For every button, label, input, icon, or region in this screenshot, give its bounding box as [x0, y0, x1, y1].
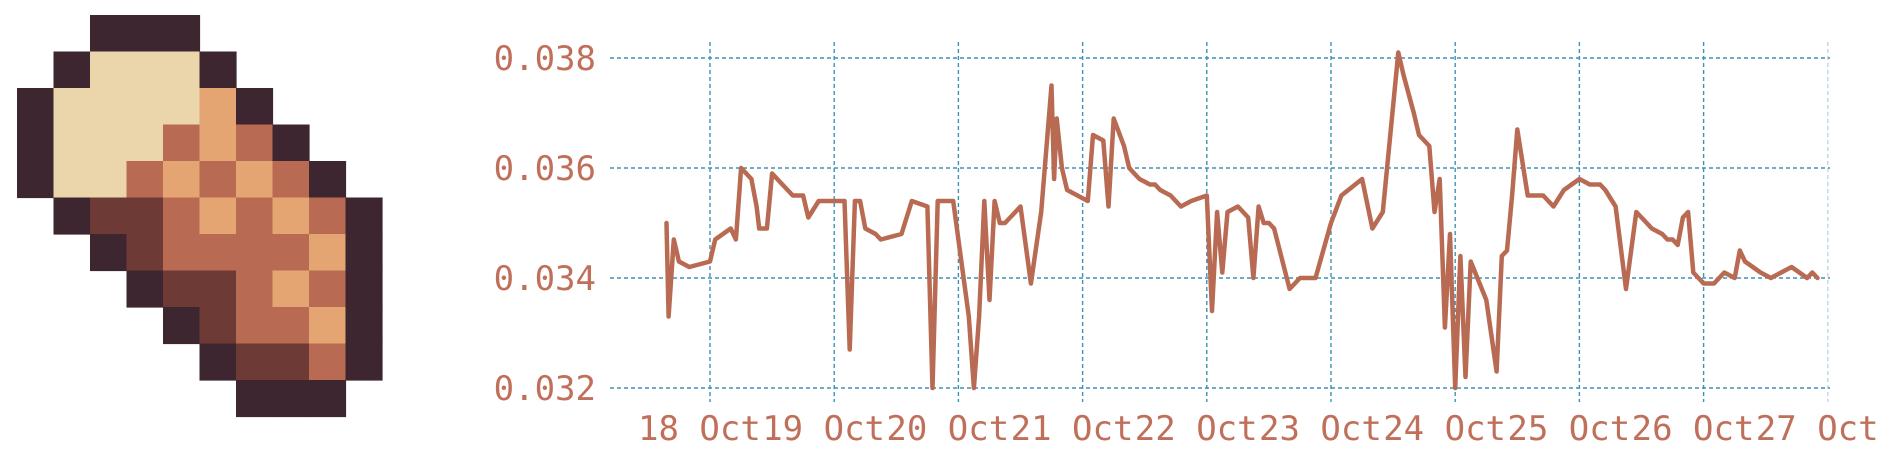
- icon-pixel: [126, 197, 164, 235]
- icon-pixel: [345, 197, 383, 235]
- icon-pixel: [309, 307, 347, 345]
- icon-pixel: [53, 197, 91, 235]
- icon-pixel: [272, 380, 310, 418]
- icon-pixel: [236, 88, 274, 126]
- icon-pixel: [199, 161, 237, 199]
- icon-pixel: [163, 51, 201, 89]
- y-tick-label: 0.036: [494, 149, 596, 189]
- icon-pixel: [90, 197, 128, 235]
- icon-pixel: [199, 197, 237, 235]
- icon-pixel: [53, 124, 91, 162]
- icon-pixel: [199, 270, 237, 308]
- x-tick-label: 24 Oct: [1383, 409, 1506, 449]
- x-tick-label: 26 Oct: [1632, 409, 1755, 449]
- icon-pixel: [90, 15, 128, 53]
- icon-pixel: [163, 161, 201, 199]
- icon-pixel: [126, 270, 164, 308]
- icon-pixel: [199, 51, 237, 89]
- icon-pixel: [163, 234, 201, 272]
- icon-pixel: [126, 124, 164, 162]
- icon-pixel: [236, 343, 274, 381]
- x-tick-label: 23 Oct: [1259, 409, 1382, 449]
- icon-pixel: [309, 343, 347, 381]
- icon-pixel: [126, 88, 164, 126]
- icon-pixel: [90, 124, 128, 162]
- icon-pixel: [90, 161, 128, 199]
- x-tick-label: 19 Oct: [762, 409, 885, 449]
- icon-pixel: [163, 307, 201, 345]
- icon-pixel: [345, 307, 383, 345]
- icon-pixel: [163, 88, 201, 126]
- x-tick-label: 18 Oct: [638, 409, 761, 449]
- icon-pixel: [345, 234, 383, 272]
- icon-pixel: [236, 124, 274, 162]
- icon-pixel: [199, 307, 237, 345]
- icon-pixel: [90, 51, 128, 89]
- icon-pixel: [199, 234, 237, 272]
- x-tick-label: 21 Oct: [1011, 409, 1134, 449]
- icon-pixel: [272, 124, 310, 162]
- icon-pixel: [199, 124, 237, 162]
- x-tick-label: 22 Oct: [1135, 409, 1258, 449]
- y-axis-tick-labels: 0.032 0.034 0.036 0.038: [494, 39, 596, 409]
- icon-pixel: [17, 124, 55, 162]
- series-line: [664, 50, 1820, 391]
- icon-pixel: [199, 88, 237, 126]
- icon-pixel: [126, 161, 164, 199]
- icon-pixel: [163, 15, 201, 53]
- icon-pixel: [199, 343, 237, 381]
- icon-pixel: [272, 197, 310, 235]
- icon-pixel: [236, 270, 274, 308]
- icon-pixel: [272, 343, 310, 381]
- icon-pixel: [126, 234, 164, 272]
- icon-pixel: [272, 307, 310, 345]
- icon-pixel: [163, 124, 201, 162]
- icon-pixel: [309, 234, 347, 272]
- icon-pixel: [53, 88, 91, 126]
- icon-pixel: [236, 234, 274, 272]
- icon-pixel: [309, 270, 347, 308]
- x-axis-tick-labels: 18 Oct 19 Oct 20 Oct 21 Oct 22 Oct 23 Oct 24 O…: [638, 409, 1879, 449]
- y-tick-label: 0.038: [494, 39, 596, 79]
- icon-pixel: [345, 343, 383, 381]
- icon-pixel: [236, 197, 274, 235]
- y-tick-label: 0.032: [494, 369, 596, 409]
- y-tick-label: 0.034: [494, 259, 596, 299]
- icon-pixel: [309, 197, 347, 235]
- icon-pixel: [272, 234, 310, 272]
- icon-pixel: [272, 270, 310, 308]
- icon-pixel: [126, 51, 164, 89]
- icon-pixel: [53, 51, 91, 89]
- icon-pixel: [236, 380, 274, 418]
- icon-pixel: [345, 270, 383, 308]
- icon-pixel: [90, 88, 128, 126]
- icon-pixel: [17, 161, 55, 199]
- icon-pixel: [272, 161, 310, 199]
- pixel-potato-icon: [17, 15, 383, 418]
- series-line-group: [664, 50, 1820, 391]
- icon-pixel: [236, 161, 274, 199]
- icon-pixel: [126, 15, 164, 53]
- icon-pixel: [53, 161, 91, 199]
- icon-pixel: [163, 270, 201, 308]
- x-tick-label: 27 Oct: [1756, 409, 1879, 449]
- grid: [610, 42, 1830, 402]
- icon-pixel: [163, 197, 201, 235]
- icon-pixel: [309, 161, 347, 199]
- icon-pixel: [309, 380, 347, 418]
- icon-pixel: [236, 307, 274, 345]
- icon-pixel: [90, 234, 128, 272]
- icon-pixel: [17, 88, 55, 126]
- x-tick-label: 20 Oct: [886, 409, 1009, 449]
- x-tick-label: 25 Oct: [1507, 409, 1630, 449]
